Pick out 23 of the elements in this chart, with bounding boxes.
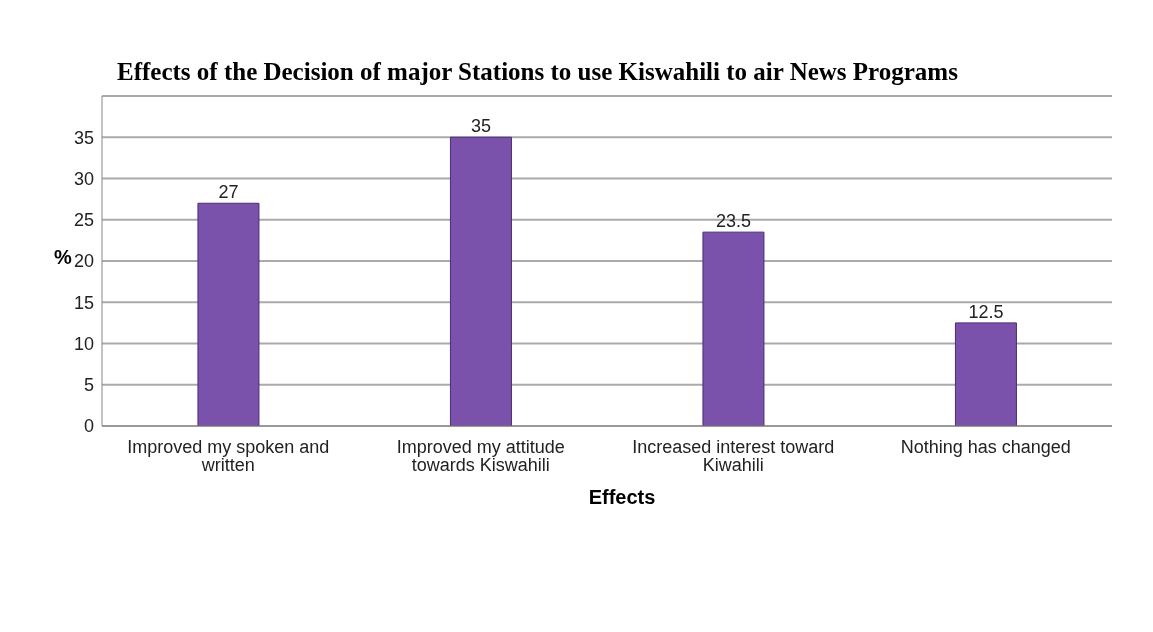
bar: [702, 231, 765, 426]
data-label: 27: [218, 182, 239, 203]
y-tick-label: 0: [83, 416, 94, 437]
y-tick-label: 20: [73, 251, 94, 272]
bar: [954, 322, 1017, 426]
x-tick-label: Improved my spoken and written: [127, 436, 330, 475]
data-label: 12.5: [968, 301, 1004, 322]
bar: [197, 202, 260, 426]
y-tick-label: 5: [83, 375, 94, 396]
bar: [449, 136, 512, 426]
y-tick-label: 25: [73, 210, 94, 231]
y-tick-label: 35: [73, 127, 94, 148]
x-tick-label: Improved my attitude towards Kiswahili: [396, 436, 565, 475]
data-label: 23.5: [715, 211, 751, 232]
y-axis-title: %: [54, 246, 72, 269]
x-axis-title: Effects: [587, 486, 657, 509]
y-tick-label: 10: [73, 333, 94, 354]
data-label: 35: [470, 116, 491, 137]
x-tick-label: Increased interest toward Kiwahili: [632, 436, 835, 475]
y-tick-label: 15: [73, 292, 94, 313]
x-tick-label: Nothing has changed: [900, 436, 1071, 457]
chart-title: Effects of the Decision of major Stations to use Kiswahili to air News Programs: [116, 57, 959, 86]
y-tick-label: 30: [73, 168, 94, 189]
